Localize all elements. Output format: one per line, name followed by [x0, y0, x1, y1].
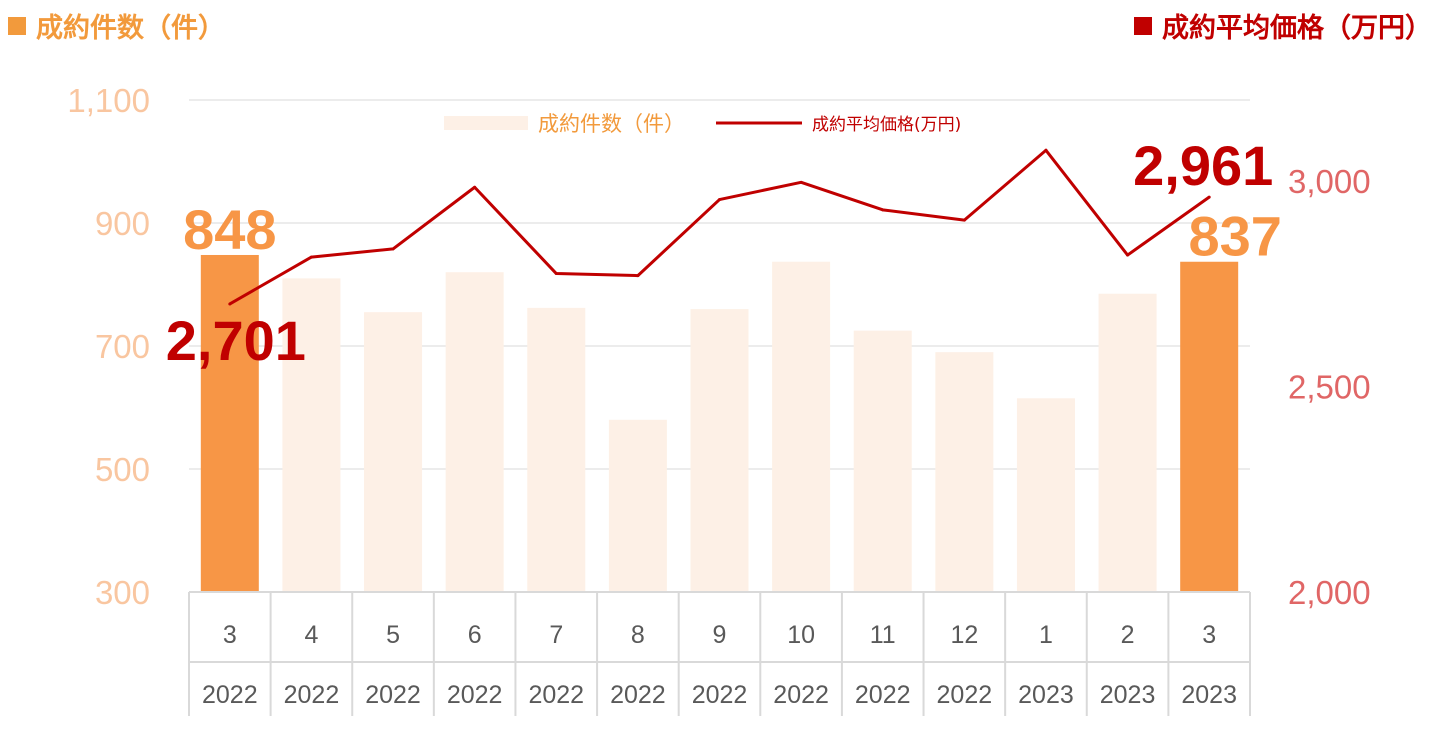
price-point	[554, 272, 558, 276]
year-label: 2023	[1181, 681, 1237, 709]
orange-square-icon	[8, 16, 26, 35]
month-label: 8	[631, 621, 645, 649]
year-label: 2022	[937, 681, 993, 709]
bar-label-first: 848	[183, 198, 276, 261]
legend-bar-swatch	[444, 116, 528, 130]
year-label: 2022	[855, 681, 911, 709]
bar-label-last: 837	[1188, 205, 1281, 268]
bar	[282, 278, 341, 592]
month-label: 6	[468, 621, 482, 649]
price-point	[718, 198, 721, 202]
price-point	[799, 180, 803, 184]
price-point	[228, 302, 232, 306]
month-label: 4	[304, 621, 318, 649]
left-tick-label: 700	[95, 328, 150, 365]
left-axis-title: 成約件数（件）	[8, 6, 225, 45]
price-point	[473, 185, 477, 189]
right-tick-label: 3,000	[1288, 163, 1371, 200]
year-label: 2022	[284, 681, 340, 709]
month-label: 5	[386, 621, 400, 649]
price-point	[1126, 253, 1130, 257]
year-label: 2023	[1018, 681, 1074, 709]
month-label: 3	[1202, 621, 1216, 649]
month-label: 12	[950, 621, 978, 649]
right-axis-title: 成約平均価格（万円）	[1134, 6, 1432, 45]
price-point	[881, 208, 885, 212]
legend-bar-label: 成約件数（件）	[538, 112, 685, 136]
month-label: 3	[223, 621, 237, 649]
left-axis-title-text: 成約件数（件）	[36, 13, 225, 44]
year-label: 2022	[773, 681, 829, 709]
price-point	[1044, 148, 1048, 152]
price-point	[636, 274, 640, 278]
year-label: 2022	[202, 681, 258, 709]
left-tick-label: 1,100	[67, 82, 150, 119]
month-label: 9	[713, 621, 727, 649]
year-label: 2022	[610, 681, 666, 709]
bar	[935, 352, 994, 592]
right-tick-label: 2,500	[1288, 369, 1371, 406]
left-tick-label: 900	[95, 205, 150, 242]
year-label: 2022	[365, 681, 421, 709]
legend-line-label: 成約平均価格(万円)	[812, 115, 961, 135]
bar	[772, 261, 831, 592]
price-point	[309, 255, 313, 259]
bar	[200, 254, 259, 593]
price-point	[962, 218, 966, 222]
line-label-last: 2,961	[1133, 134, 1273, 197]
year-label: 2022	[528, 681, 584, 709]
red-square-icon	[1134, 16, 1152, 35]
year-label: 2022	[447, 681, 503, 709]
month-label: 2	[1121, 621, 1135, 649]
bar	[364, 312, 423, 592]
price-point	[391, 247, 395, 251]
bar	[445, 272, 504, 592]
bar	[1180, 261, 1239, 592]
month-label: 1	[1039, 621, 1053, 649]
right-tick-label: 2,000	[1288, 574, 1371, 611]
bar	[1016, 398, 1075, 592]
bar	[1098, 293, 1157, 592]
price-point	[1207, 195, 1211, 199]
month-label: 7	[549, 621, 563, 649]
month-label: 11	[870, 621, 896, 649]
right-axis-title-text: 成約平均価格（万円）	[1162, 13, 1432, 44]
bar	[690, 309, 749, 592]
line-label-first: 2,701	[166, 309, 306, 372]
bar	[608, 419, 667, 592]
left-tick-label: 300	[95, 574, 150, 611]
left-tick-label: 500	[95, 451, 150, 488]
price-line	[229, 148, 1211, 306]
month-label: 10	[787, 621, 815, 649]
year-label: 2022	[692, 681, 748, 709]
bar	[527, 307, 586, 592]
bar	[853, 330, 912, 592]
year-label: 2023	[1100, 681, 1156, 709]
